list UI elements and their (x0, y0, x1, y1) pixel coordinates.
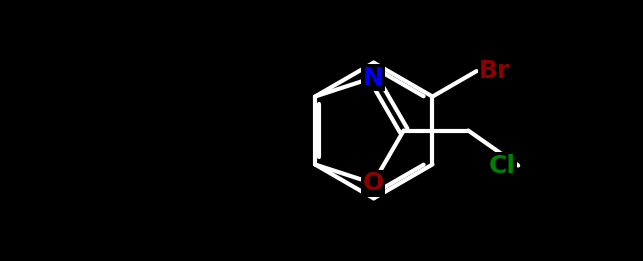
Text: N: N (363, 66, 383, 90)
Text: Br: Br (479, 59, 511, 83)
Text: Cl: Cl (489, 153, 516, 177)
Text: O: O (363, 171, 384, 195)
